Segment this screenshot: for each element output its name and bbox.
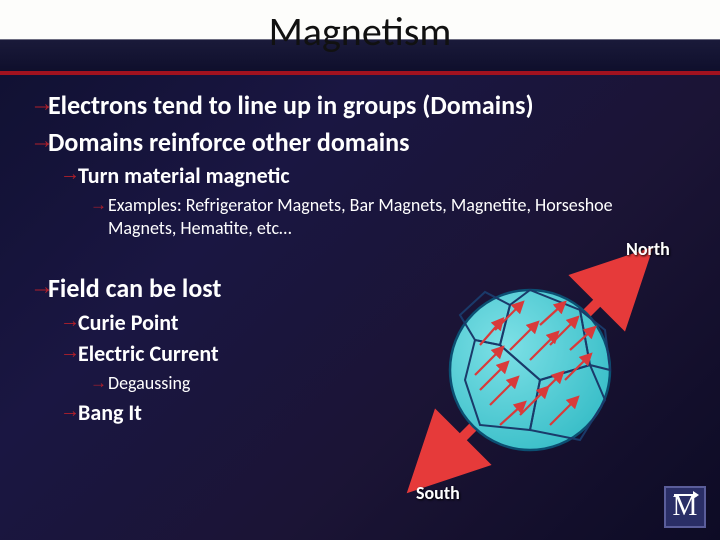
title-header: Magnetism [0, 0, 720, 75]
arrow-icon: → [90, 372, 108, 394]
arrow-icon: → [90, 194, 108, 216]
logo-icon: M [664, 486, 706, 528]
bullet-text: Degaussing [108, 372, 190, 395]
arrow-icon: → [30, 89, 48, 119]
arrow-icon: → [60, 309, 78, 334]
domain-svg [380, 230, 680, 510]
bullet-text: Electric Current [78, 340, 219, 368]
bullet-l2: →Turn material magnetic [60, 162, 690, 190]
north-label: North [626, 238, 670, 260]
bullet-text: Curie Point [78, 309, 179, 337]
arrow-icon: → [60, 340, 78, 365]
bullet-text: Field can be lost [48, 272, 221, 305]
bullet-text: Turn material magnetic [78, 162, 290, 190]
south-label: South [416, 482, 460, 504]
arrow-icon: → [60, 162, 78, 187]
slide-title: Magnetism [269, 7, 452, 56]
domain-diagram: North South [380, 230, 680, 510]
bullet-text: Bang It [78, 399, 142, 427]
bullet-text: Electrons tend to line up in groups (Dom… [48, 89, 534, 122]
arrow-icon: → [30, 126, 48, 156]
bullet-text: Domains reinforce other domains [48, 126, 410, 159]
bullet-l1: →Domains reinforce other domains [30, 126, 690, 159]
bullet-l1: →Electrons tend to line up in groups (Do… [30, 89, 690, 122]
arrow-icon: → [30, 272, 48, 302]
arrow-icon: → [60, 399, 78, 424]
